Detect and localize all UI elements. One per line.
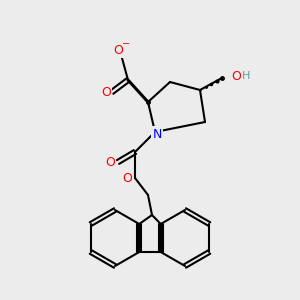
Text: −: −: [122, 39, 130, 49]
Text: H: H: [242, 71, 250, 81]
Text: O: O: [122, 172, 132, 184]
Text: O: O: [231, 70, 241, 83]
Text: O: O: [105, 155, 115, 169]
Text: O: O: [101, 85, 111, 98]
Text: N: N: [152, 128, 162, 140]
Text: O: O: [113, 44, 123, 56]
